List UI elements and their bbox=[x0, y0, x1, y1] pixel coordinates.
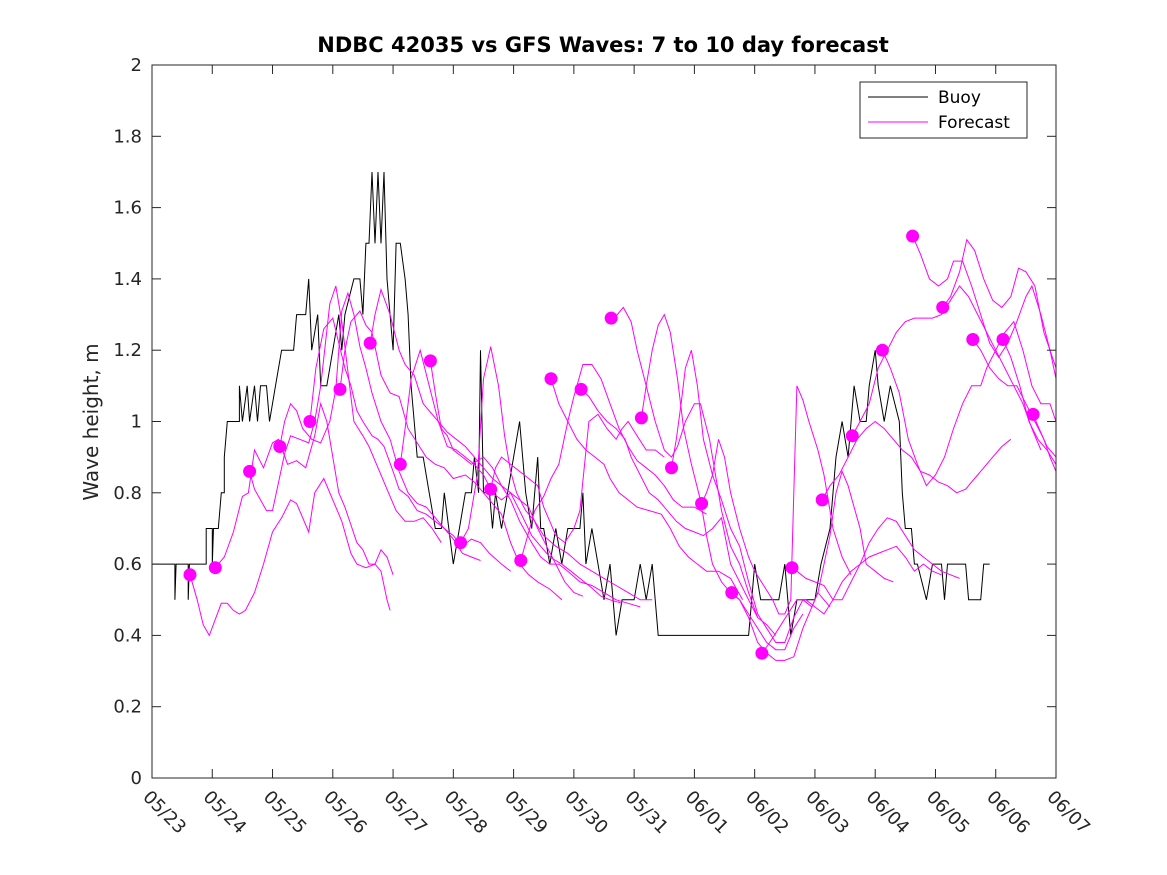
forecast-start-marker-7 bbox=[363, 336, 377, 350]
forecast-series-line-1 bbox=[189, 477, 391, 637]
forecast-start-marker-14 bbox=[574, 382, 588, 396]
y-tick-label-7: 1.4 bbox=[113, 269, 142, 290]
forecast-start-marker-3 bbox=[243, 464, 257, 478]
forecast-series-line-3 bbox=[249, 285, 442, 543]
forecast-series-line-9 bbox=[429, 360, 641, 608]
forecast-start-marker-26 bbox=[936, 300, 950, 314]
forecast-series-line-10 bbox=[460, 346, 653, 601]
y-tick-label-8: 1.6 bbox=[113, 198, 142, 219]
forecast-start-marker-24 bbox=[875, 343, 889, 357]
forecast-start-marker-4 bbox=[273, 440, 287, 453]
forecast-series-line-4 bbox=[279, 291, 481, 561]
forecast-series-line-26 bbox=[942, 238, 1057, 369]
forecast-start-marker-2 bbox=[208, 561, 222, 575]
y-tick-label-2: 0.4 bbox=[113, 625, 142, 646]
legend: Buoy Forecast bbox=[859, 81, 1028, 139]
y-tick-label-6: 1.2 bbox=[113, 340, 142, 361]
y-tick-label-3: 0.6 bbox=[113, 554, 142, 575]
forecast-series-line-24 bbox=[881, 320, 1057, 487]
forecast-start-marker-22 bbox=[815, 493, 829, 507]
forecast-start-marker-12 bbox=[514, 554, 528, 567]
forecast-series-line-2 bbox=[214, 401, 394, 575]
forecast-start-marker-8 bbox=[393, 457, 407, 471]
forecast-start-marker-5 bbox=[303, 415, 317, 428]
y-tick-label-10: 2 bbox=[131, 55, 142, 76]
forecast-series-line-14 bbox=[580, 389, 759, 618]
forecast-series-line-5 bbox=[309, 317, 511, 572]
forecast-start-marker-10 bbox=[454, 536, 468, 550]
y-tick-label-5: 1 bbox=[131, 412, 142, 433]
forecast-start-marker-9 bbox=[423, 354, 437, 368]
forecast-start-marker-18 bbox=[695, 497, 709, 510]
y-tick-label-0: 0 bbox=[131, 768, 142, 789]
forecast-start-marker-6 bbox=[333, 382, 347, 396]
forecast-series-line-21 bbox=[791, 517, 960, 601]
y-tick-label-4: 0.8 bbox=[113, 483, 142, 504]
forecast-series-line-18 bbox=[701, 385, 852, 615]
y-tick-label-9: 1.8 bbox=[113, 126, 142, 147]
forecast-start-marker-20 bbox=[755, 646, 769, 660]
forecast-start-marker-15 bbox=[604, 311, 618, 325]
forecast-start-marker-1 bbox=[183, 568, 197, 582]
forecast-start-marker-21 bbox=[785, 561, 799, 575]
forecast-start-marker-29 bbox=[1026, 407, 1040, 421]
forecast-start-marker-11 bbox=[484, 482, 498, 496]
forecast-series-line-25 bbox=[912, 235, 1057, 379]
plot-background bbox=[152, 65, 1056, 778]
forecast-series-line-15 bbox=[610, 306, 777, 636]
forecast-series-line-22 bbox=[821, 420, 1012, 501]
forecast-series-line-8 bbox=[399, 348, 623, 604]
forecast-series-line-29 bbox=[1032, 414, 1057, 458]
forecast-series-line-17 bbox=[671, 350, 831, 643]
forecast-start-marker-28 bbox=[996, 333, 1010, 346]
forecast-start-marker-17 bbox=[665, 461, 678, 475]
legend-label-forecast: Forecast bbox=[938, 113, 1010, 133]
legend-label-buoy: Buoy bbox=[938, 88, 981, 108]
y-tick-label-1: 0.2 bbox=[113, 697, 142, 718]
forecast-series-line-28 bbox=[1002, 339, 1057, 465]
y-axis-label: Wave height, m bbox=[79, 343, 103, 500]
forecast-start-marker-25 bbox=[906, 229, 920, 243]
forecast-series-line-7 bbox=[369, 287, 584, 597]
forecast-series-line-12 bbox=[520, 364, 707, 561]
forecast-series-line-13 bbox=[550, 378, 744, 601]
forecast-start-marker-19 bbox=[725, 586, 739, 600]
forecast-start-marker-23 bbox=[845, 429, 859, 443]
chart-title: NDBC 42035 vs GFS Waves: 7 to 10 day for… bbox=[317, 33, 888, 57]
forecast-series-line-11 bbox=[490, 413, 665, 544]
forecast-start-marker-13 bbox=[544, 372, 558, 386]
legend-box bbox=[859, 81, 1028, 139]
forecast-series-line-20 bbox=[761, 545, 942, 654]
forecast-start-marker-16 bbox=[634, 411, 648, 425]
forecast-series-line-16 bbox=[640, 313, 804, 651]
forecast-start-marker-27 bbox=[966, 333, 980, 346]
